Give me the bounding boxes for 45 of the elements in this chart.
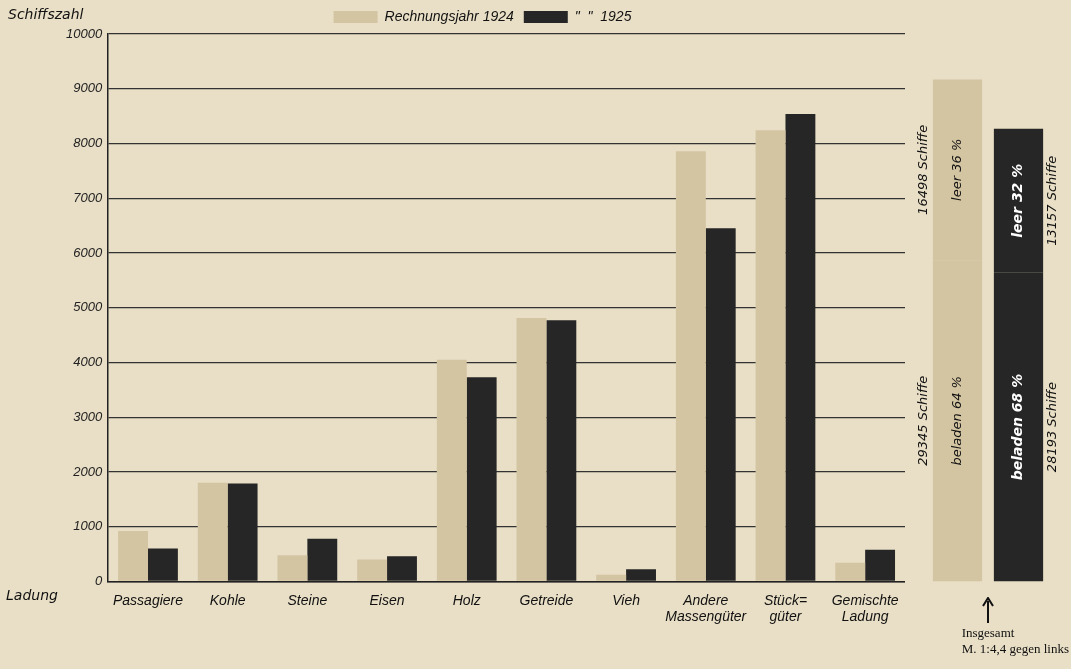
bar xyxy=(516,318,547,581)
data-label: 29345 Schiffe xyxy=(915,375,931,466)
x-tick-label: Getreide xyxy=(519,591,574,608)
bar xyxy=(675,151,706,581)
y-tick-label: 6000 xyxy=(73,244,103,260)
x-tick-label: Stück= güter xyxy=(763,591,808,625)
x-axis-title: Ladung xyxy=(6,587,59,604)
y-tick-label: 5000 xyxy=(73,299,103,315)
data-label: 16498 Schiffe xyxy=(915,124,931,215)
bar xyxy=(277,555,308,581)
legend-label: " " 1925 xyxy=(574,7,632,24)
y-tick-label: 3000 xyxy=(73,408,103,424)
data-label: 13157 Schiffe xyxy=(1043,155,1059,246)
bar xyxy=(596,574,627,581)
bar xyxy=(436,359,467,581)
y-tick-label: 0 xyxy=(94,573,103,589)
y-tick-label: 10000 xyxy=(65,25,103,41)
x-tick-label: Steine xyxy=(287,591,328,608)
data-label: 28193 Schiffe xyxy=(1043,382,1059,473)
annotation: leer 36 % xyxy=(948,138,964,201)
x-tick-label: Kohle xyxy=(209,591,246,608)
x-tick-label: Vieh xyxy=(612,591,641,608)
y-tick-label: 8000 xyxy=(73,135,103,151)
annotation: beladen 64 % xyxy=(948,376,964,466)
y-tick-label: 7000 xyxy=(73,189,103,205)
y-tick-label: 2000 xyxy=(72,463,103,479)
annotation: beladen 68 % xyxy=(1009,373,1026,481)
legend-label: Rechnungsjahr 1924 xyxy=(384,7,514,24)
y-tick-label: 9000 xyxy=(73,80,103,96)
bar xyxy=(197,482,228,581)
text: M. 1:4,4 gegen links xyxy=(961,641,1069,657)
x-tick-label: Gemischte Ladung xyxy=(831,591,899,625)
bar xyxy=(755,130,786,581)
text: Insgesamt xyxy=(961,625,1015,641)
y-tick-label: 4000 xyxy=(73,354,103,370)
bar xyxy=(118,531,148,581)
x-tick-label: Andere Massengüter xyxy=(665,591,748,625)
y-tick-label: 1000 xyxy=(73,518,103,534)
x-tick-label: Holz xyxy=(452,591,481,608)
y-axis-title: Schiffszahl xyxy=(8,5,84,22)
bar xyxy=(357,559,388,581)
annotation: leer 32 % xyxy=(1009,163,1026,238)
bar xyxy=(835,562,866,581)
x-tick-label: Passagiere xyxy=(112,591,184,608)
x-tick-label: Eisen xyxy=(369,591,405,608)
